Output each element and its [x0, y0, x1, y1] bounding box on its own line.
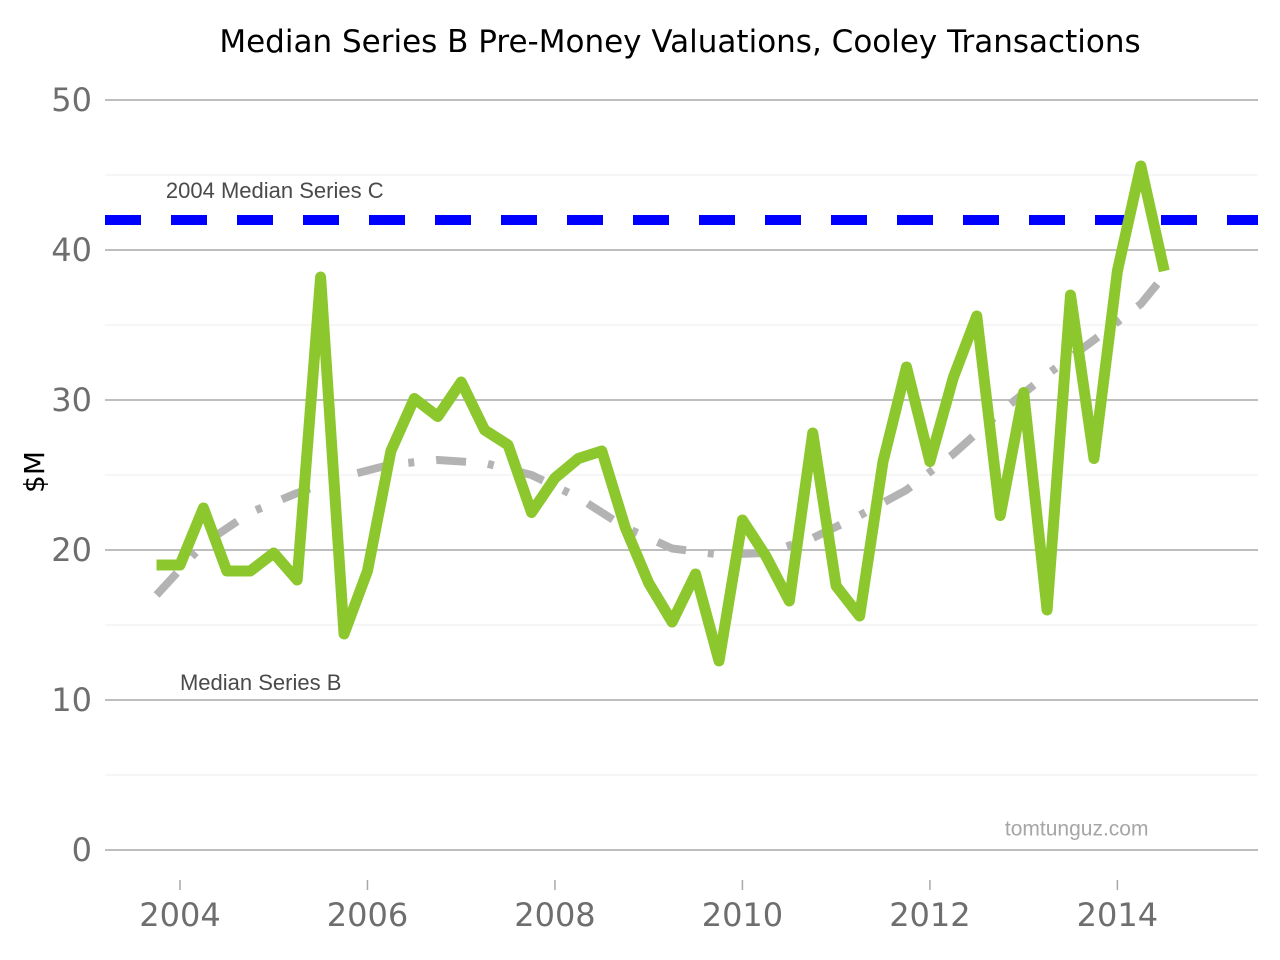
annotations: 2004 Median Series C Median Series B tomtu…	[166, 178, 1149, 841]
credit-text: tomtunguz.com	[1005, 818, 1149, 841]
y-tick-label: 50	[51, 81, 92, 119]
series-lines	[153, 160, 1170, 667]
y-tick-label: 0	[72, 831, 92, 869]
y-tick-label: 40	[51, 231, 92, 269]
x-tick-label: 2008	[514, 896, 595, 934]
x-tick-label: 2014	[1077, 896, 1158, 934]
y-axis-label: $M	[18, 451, 51, 493]
series-b-line	[156, 160, 1170, 667]
gridlines	[105, 99, 1258, 890]
x-tick-label: 2012	[889, 896, 970, 934]
y-tick-label: 30	[51, 381, 92, 419]
chart-title: Median Series B Pre-Money Valuations, Co…	[219, 24, 1140, 60]
y-tick-label: 20	[51, 531, 92, 569]
annotation-series-b: Median Series B	[180, 670, 341, 695]
y-tick-labels: 0 10 20 30 40 50	[51, 81, 92, 869]
x-tick-labels: 2004 2006 2008 2010 2012 2014	[139, 896, 1158, 934]
x-tick-label: 2006	[327, 896, 408, 934]
annotation-series-c: 2004 Median Series C	[166, 178, 384, 203]
x-tick-label: 2010	[702, 896, 783, 934]
y-tick-label: 10	[51, 681, 92, 719]
x-tick-label: 2004	[139, 896, 220, 934]
trend-line	[153, 272, 1168, 598]
